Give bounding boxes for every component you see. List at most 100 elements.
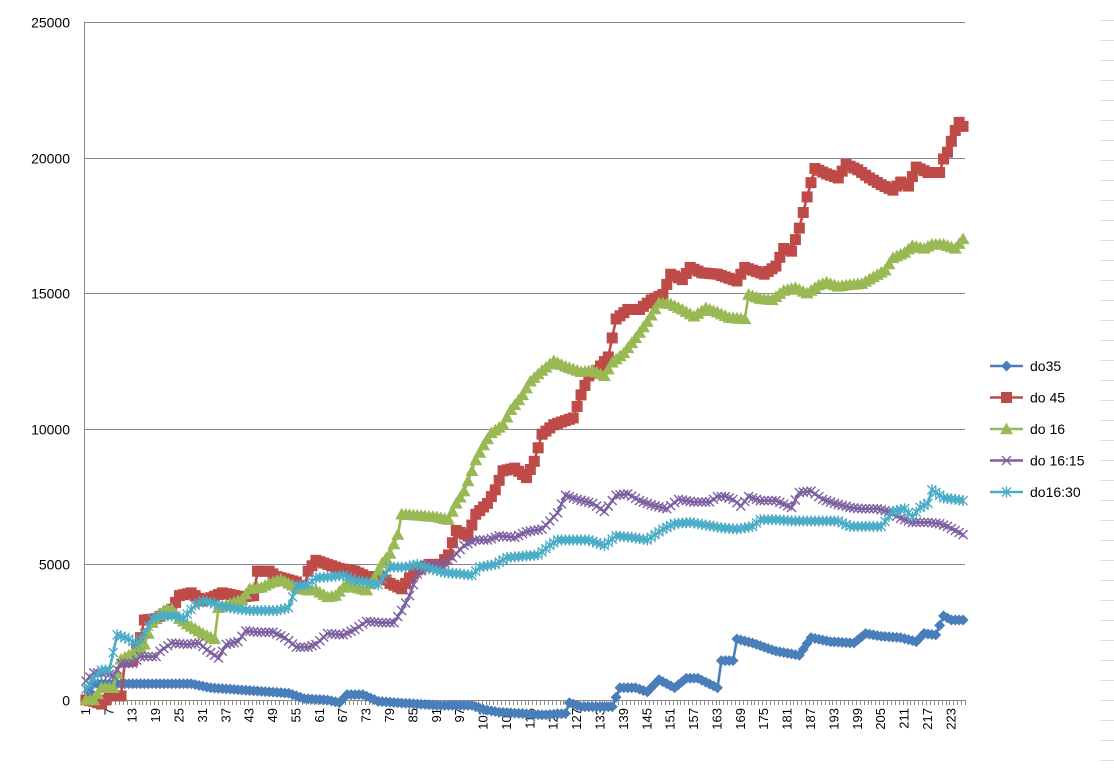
- data-point: [287, 591, 298, 603]
- data-point: [941, 146, 953, 158]
- data-point: [911, 517, 922, 528]
- y-tick-label-10000: 10000: [31, 422, 70, 438]
- data-point: [170, 638, 181, 649]
- data-point: [648, 302, 662, 315]
- data-point: [583, 497, 594, 508]
- data-point: [883, 510, 894, 522]
- y-tick-label-15000: 15000: [31, 286, 70, 302]
- data-point: [84, 678, 95, 690]
- data-point: [283, 602, 294, 614]
- data-point: [880, 515, 891, 527]
- series-do35: [80, 610, 969, 721]
- data-point: [712, 491, 723, 502]
- data-point: [945, 135, 957, 147]
- data-point: [521, 526, 532, 537]
- x-tick-label-25: 25: [172, 708, 187, 722]
- data-point: [640, 315, 654, 327]
- data-point: [610, 691, 622, 703]
- data-point: [576, 495, 587, 506]
- x-tick-label-145: 145: [639, 708, 654, 730]
- data-point: [930, 518, 941, 529]
- data-point: [365, 616, 376, 627]
- data-point: [579, 496, 590, 507]
- legend-marker: [1001, 360, 1012, 372]
- series-do-16: [79, 232, 970, 706]
- data-point: [603, 501, 614, 512]
- data-point: [902, 180, 914, 192]
- data-point: [738, 312, 752, 325]
- data-point: [299, 642, 310, 653]
- data-point: [934, 167, 946, 179]
- data-point: [248, 626, 259, 637]
- x-tick-label-163: 163: [709, 708, 724, 730]
- data-point: [650, 500, 661, 511]
- legend-marker: [1001, 455, 1012, 466]
- data-point: [80, 683, 91, 695]
- data-point: [837, 500, 848, 511]
- data-point: [856, 503, 867, 514]
- data-point: [322, 628, 333, 639]
- x-tick-label-199: 199: [850, 708, 865, 730]
- data-point: [572, 494, 583, 505]
- data-point: [260, 627, 271, 638]
- data-point: [860, 503, 871, 514]
- legend-label: do16:30: [1030, 484, 1081, 500]
- legend-label: do 16:15: [1030, 453, 1085, 469]
- data-point: [786, 245, 798, 257]
- data-point: [841, 501, 852, 512]
- data-point: [119, 658, 130, 669]
- data-point: [575, 389, 587, 401]
- data-point: [533, 524, 544, 535]
- legend-marker: [1000, 422, 1013, 435]
- x-tick-label-223: 223: [943, 708, 958, 730]
- x-tick-label-19: 19: [148, 708, 163, 722]
- legend-label: do 45: [1030, 390, 1065, 406]
- data-point: [956, 232, 970, 245]
- data-point: [462, 530, 474, 542]
- data-point: [934, 619, 946, 631]
- data-point: [236, 631, 247, 642]
- data-point: [735, 268, 747, 280]
- data-point: [727, 655, 739, 667]
- data-point: [852, 503, 863, 514]
- data-point: [480, 432, 494, 445]
- data-point: [653, 501, 664, 512]
- x-tick-label-43: 43: [242, 708, 257, 722]
- data-point: [677, 494, 688, 505]
- data-point: [797, 207, 809, 219]
- x-tick-label-55: 55: [288, 708, 303, 722]
- data-point: [958, 529, 969, 540]
- data-point: [330, 629, 341, 640]
- data-point: [112, 664, 123, 675]
- data-point: [295, 642, 306, 653]
- data-point: [829, 498, 840, 509]
- data-point: [601, 362, 615, 375]
- data-point: [801, 191, 813, 203]
- data-point: [556, 499, 567, 510]
- series-line: [84, 488, 964, 690]
- data-point: [396, 605, 407, 616]
- data-point: [700, 497, 711, 508]
- data-series: [79, 116, 970, 721]
- x-tick-label-73: 73: [359, 708, 374, 722]
- legend: do35 do 45 do 16 do 16:15 do16:30: [990, 358, 1085, 500]
- data-point: [400, 598, 411, 609]
- data-point: [116, 658, 127, 669]
- data-point: [673, 494, 684, 505]
- data-point: [501, 531, 512, 542]
- data-point: [391, 528, 405, 540]
- data-point: [528, 455, 540, 467]
- x-tick-label-67: 67: [335, 708, 350, 722]
- data-point: [716, 491, 727, 502]
- data-point: [559, 708, 571, 720]
- data-point: [248, 590, 260, 602]
- data-point: [793, 222, 805, 234]
- data-point: [493, 474, 505, 486]
- data-point: [91, 687, 105, 700]
- data-point: [404, 590, 415, 601]
- x-tick-label-1: 1: [78, 708, 93, 715]
- data-point: [373, 617, 384, 628]
- x-tick-label-193: 193: [826, 708, 841, 730]
